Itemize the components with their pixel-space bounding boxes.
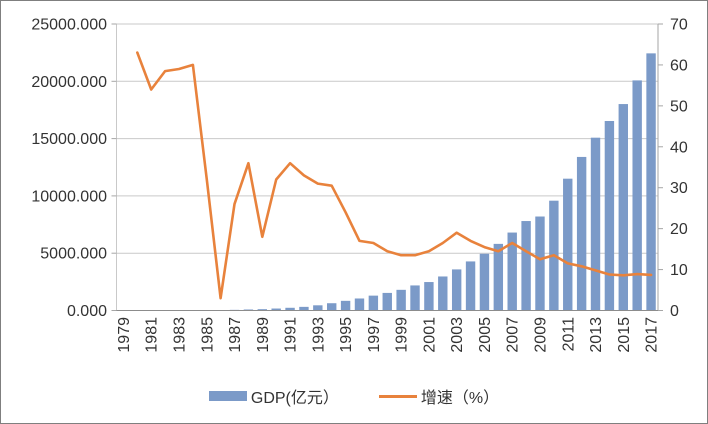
x-axis-tick-label: 1983 — [172, 317, 189, 353]
gdp-bar — [451, 269, 462, 311]
x-axis-tick-label: 1981 — [144, 317, 161, 353]
gdp-bar — [604, 120, 615, 311]
x-axis-tick-label: 1997 — [366, 317, 383, 353]
right-axis-tick-label: 50 — [670, 98, 688, 115]
gdp-bar — [576, 156, 587, 311]
left-axis-labels: 0.000 5000.000 10000.000 15000.000 20000.000… — [31, 17, 107, 321]
legend-label-growth: 增速（%） — [420, 390, 500, 407]
x-axis-tick-label: 2005 — [477, 317, 494, 353]
right-axis-tick-label: 60 — [670, 57, 688, 74]
legend: GDP(亿元） 增速（%） — [1, 384, 707, 408]
gdp-bar — [299, 306, 309, 311]
x-axis-tick-label: 1991 — [283, 317, 300, 353]
gdp-bar — [479, 253, 490, 311]
x-axis-tick-label: 1987 — [227, 317, 244, 353]
plot-area: 0.000 5000.000 10000.000 15000.000 20000.000… — [31, 17, 688, 353]
gdp-bar — [396, 289, 406, 311]
x-axis-labels: 1979 1981 1983 1985 1987 1989 1991 1993 1995 1997… — [116, 317, 661, 353]
x-axis-tick-label: 2015 — [616, 317, 633, 353]
right-axis-tick-label: 10 — [670, 262, 688, 279]
growth-line-swatch-icon — [378, 394, 417, 398]
gdp-bar — [382, 292, 392, 311]
x-axis-tick-label: 2013 — [588, 317, 605, 353]
left-axis-tick-label: 0.000 — [67, 303, 107, 320]
x-axis-tick-label: 1979 — [116, 317, 133, 353]
x-axis-tick-label: 2003 — [449, 317, 466, 353]
left-axis-tick-label: 20000.000 — [31, 74, 107, 91]
x-axis-tick-label: 1989 — [255, 317, 272, 353]
left-axis-tick-label: 10000.000 — [31, 188, 107, 205]
growth-line — [136, 51, 653, 300]
right-axis-tick-label: 0 — [670, 303, 679, 320]
gdp-bar — [340, 300, 351, 311]
legend-item-growth: 增速（%） — [378, 384, 500, 408]
axis-lines — [111, 23, 663, 311]
x-axis-tick-label: 2011 — [560, 317, 577, 352]
x-axis-tick-label: 1985 — [199, 317, 216, 353]
legend-item-gdp: GDP(亿元） — [208, 384, 339, 408]
gdp-bar — [410, 285, 420, 311]
left-axis-tick-label: 15000.000 — [31, 131, 107, 148]
right-axis-tick-label: 30 — [670, 180, 688, 197]
gdp-bar — [313, 305, 323, 311]
gdp-bar — [354, 298, 365, 311]
gdp-bar-swatch-icon — [208, 391, 247, 401]
gridlines — [116, 23, 658, 254]
gdp-bar — [618, 104, 628, 311]
gdp-bar — [563, 178, 573, 311]
gdp-bar — [424, 282, 434, 311]
gdp-bar — [438, 276, 448, 311]
gdp-bars — [118, 53, 656, 311]
x-axis-tick-label: 2017 — [644, 317, 661, 353]
gdp-bar — [327, 303, 337, 311]
gdp-bar — [507, 232, 517, 311]
x-axis-tick-label: 2001 — [421, 317, 438, 353]
gdp-bar — [285, 307, 295, 311]
gdp-bar — [535, 216, 545, 311]
right-axis-tick-label: 20 — [670, 221, 688, 238]
left-axis-tick-label: 25000.000 — [31, 17, 107, 34]
x-axis-tick-label: 1999 — [394, 317, 411, 353]
gdp-bar — [646, 53, 656, 311]
x-axis-tick-label: 1993 — [310, 317, 327, 353]
left-axis-tick-label: 5000.000 — [40, 246, 107, 263]
gdp-bar — [368, 295, 379, 311]
gdp-bar — [271, 308, 281, 311]
right-axis-tick-label: 40 — [670, 139, 688, 156]
right-axis-tick-label: 70 — [670, 17, 688, 34]
x-axis-tick-label: 2009 — [533, 317, 550, 353]
legend-label-gdp: GDP(亿元） — [250, 390, 339, 407]
right-axis-labels: 0 10 20 30 40 50 60 70 — [670, 17, 688, 321]
gdp-bar — [632, 80, 642, 311]
x-axis-tick-label: 1995 — [338, 317, 355, 353]
gdp-bar — [493, 243, 504, 311]
x-axis-tick-label: 2007 — [505, 317, 522, 353]
gdp-bar — [521, 221, 531, 311]
gdp-bar — [590, 137, 601, 311]
gdp-bar — [257, 309, 267, 311]
gdp-bar — [465, 261, 476, 311]
